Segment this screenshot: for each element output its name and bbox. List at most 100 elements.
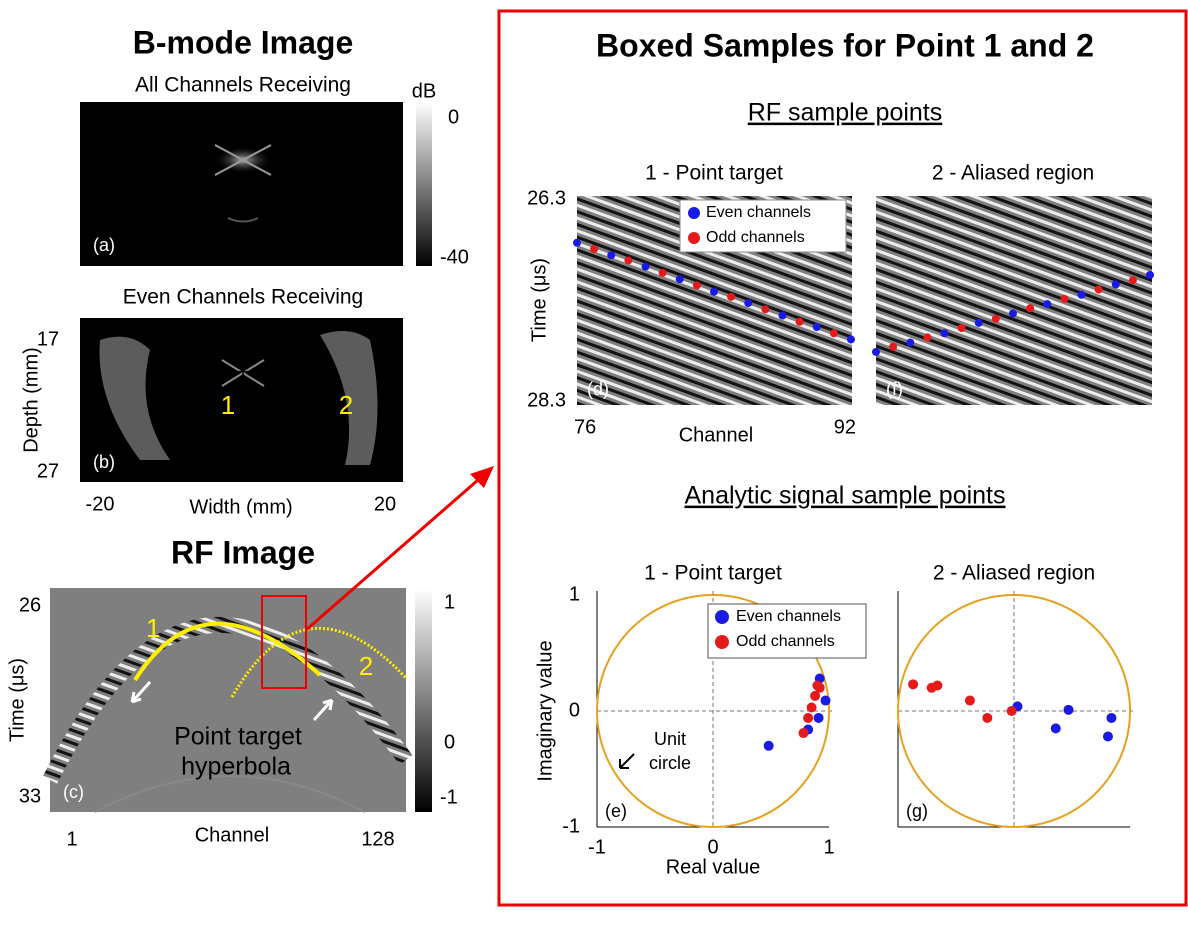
panel-title: 2 - Aliased region xyxy=(933,562,1095,585)
x-axis-label: Real value xyxy=(666,856,761,878)
legend-label: Even channels xyxy=(736,608,841,625)
panel-title: 1 - Point target xyxy=(644,562,782,585)
x-axis-label: Channel xyxy=(679,424,754,446)
sample-point xyxy=(692,281,701,290)
sample-point xyxy=(1128,276,1137,285)
sample-point xyxy=(778,311,787,320)
y-tick-label: 33 xyxy=(19,785,41,807)
y-tick-label: 28.3 xyxy=(527,389,566,411)
sample-point xyxy=(812,680,823,691)
x-tick-label: 0 xyxy=(707,836,718,858)
subtitle: Even Channels Receiving xyxy=(123,286,363,309)
x-tick-label: 92 xyxy=(834,416,856,438)
sample-point xyxy=(810,690,821,701)
sample-point xyxy=(829,329,838,338)
annotation: Unit xyxy=(654,729,686,749)
marker-label: 2 xyxy=(339,390,353,420)
sample-point xyxy=(847,335,855,344)
sample-point xyxy=(1106,712,1117,723)
sample-point xyxy=(763,740,774,751)
selection-box xyxy=(261,595,307,689)
x-tick-label: -1 xyxy=(588,836,606,858)
x-axis-label: Width (mm) xyxy=(189,496,292,518)
sample-point xyxy=(1146,271,1154,279)
sample-point xyxy=(820,695,831,706)
sample-point xyxy=(957,324,966,333)
rf-title: RF Image xyxy=(171,534,315,570)
arrow xyxy=(130,680,152,704)
alias-artifact xyxy=(320,331,378,465)
section-title: RF sample points xyxy=(748,99,943,127)
hyperbola xyxy=(94,775,366,813)
panel-label: (f) xyxy=(886,379,903,399)
legend-marker xyxy=(715,635,729,649)
annotation: hyperbola xyxy=(181,753,291,781)
unit-circle xyxy=(897,594,1131,828)
legend-marker xyxy=(688,232,700,244)
panel-title: 2 - Aliased region xyxy=(932,162,1094,185)
y-axis-label: Imaginary value xyxy=(534,640,556,781)
legend-label: Odd channels xyxy=(706,229,805,246)
speckle xyxy=(214,144,272,176)
legend-marker xyxy=(715,610,729,624)
y-axis-label: Depth (mm) xyxy=(20,347,42,453)
sample-point xyxy=(1006,706,1017,716)
sample-point xyxy=(974,318,983,327)
colorbar-tick: 0 xyxy=(448,106,459,128)
colorbar xyxy=(415,588,432,812)
sample-point xyxy=(795,317,804,326)
sample-point xyxy=(803,712,814,723)
sample-point xyxy=(761,305,770,314)
sample-point xyxy=(590,245,599,253)
pointer-arrow xyxy=(305,478,479,632)
box-title: Boxed Samples for Point 1 and 2 xyxy=(596,27,1094,63)
curve-label: 2 xyxy=(359,651,373,681)
sample-point xyxy=(710,287,718,296)
sample-point xyxy=(940,329,949,338)
rf-patch xyxy=(876,196,1152,405)
sample-point xyxy=(658,268,667,277)
curve-label: 1 xyxy=(146,613,160,643)
annotation: Point target xyxy=(174,723,302,751)
panel-label: (g) xyxy=(906,801,928,821)
arrow-head xyxy=(470,466,494,488)
sample-point xyxy=(1102,731,1113,742)
bmode-title: B-mode Image xyxy=(133,24,353,60)
sample-point xyxy=(624,256,633,265)
sample-point xyxy=(1050,723,1061,734)
bmode-image xyxy=(80,102,403,266)
section-title: Analytic signal sample points xyxy=(685,482,1006,510)
sample-point xyxy=(923,333,932,342)
x-tick-label: 1 xyxy=(823,836,834,858)
legend-label: Even channels xyxy=(706,204,811,221)
sample-point xyxy=(1026,304,1035,313)
curve xyxy=(230,626,408,698)
sample-point xyxy=(573,238,581,247)
sample-point xyxy=(1060,294,1069,303)
marker: + xyxy=(237,361,249,383)
sample-point xyxy=(932,680,943,691)
y-tick-label: 0 xyxy=(569,699,580,721)
sample-point xyxy=(798,728,809,739)
legend xyxy=(707,603,867,659)
sample-point xyxy=(982,712,993,723)
x-tick-label: -20 xyxy=(86,493,115,515)
colorbar-tick: 1 xyxy=(444,591,455,613)
y-tick-label: 27 xyxy=(37,460,59,482)
unit-circle xyxy=(596,594,830,828)
subtitle: All Channels Receiving xyxy=(135,74,351,97)
sample-point xyxy=(744,299,753,308)
x-tick-label: 128 xyxy=(361,828,394,850)
speckle xyxy=(227,217,259,223)
legend-label: Odd channels xyxy=(736,633,835,650)
sample-point xyxy=(889,342,898,351)
y-axis-label: Time (μs) xyxy=(528,258,550,342)
x-tick-label: 20 xyxy=(374,493,396,515)
y-tick-label: 1 xyxy=(569,583,580,605)
panel-title: 1 - Point target xyxy=(645,162,783,185)
sample-point xyxy=(872,347,880,356)
legend-marker xyxy=(688,207,700,219)
sample-point xyxy=(641,262,650,271)
panel-label: (d) xyxy=(587,379,609,399)
marker: + xyxy=(324,366,336,388)
